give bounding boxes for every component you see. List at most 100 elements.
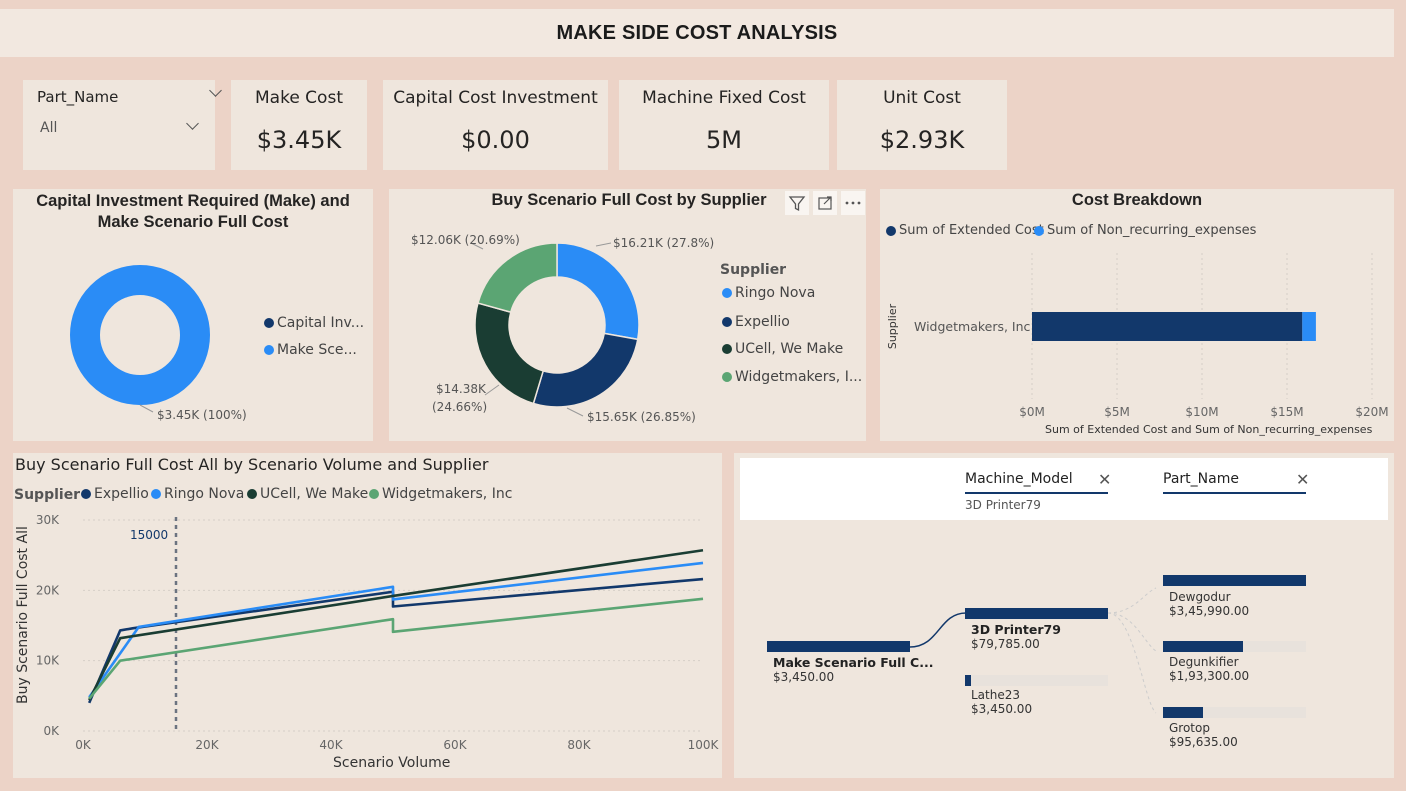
slice-label-ringo: $16.21K (27.8%)	[613, 236, 715, 250]
tree-bar-track[interactable]	[1163, 707, 1306, 718]
legend-label: UCell, We Make	[735, 341, 844, 357]
tree-node-grotop[interactable]: Grotop $95,635.00	[1169, 721, 1238, 749]
tree-bar-fill	[1163, 641, 1244, 652]
slice-label-widget: $12.06K (20.69%)	[411, 233, 520, 247]
tree-bar-track[interactable]	[1163, 575, 1306, 586]
legend-nonrecurring[interactable]: Sum of Non_recurring_expenses	[1034, 223, 1256, 238]
tree-node-3dprinter[interactable]: 3D Printer79 $79,785.00	[971, 622, 1061, 651]
legend-capital-inv[interactable]: Capital Inv...	[264, 315, 364, 331]
tree-root-label: Make Scenario Full C... $3,450.00	[773, 655, 933, 684]
chevron-down-icon[interactable]	[209, 84, 222, 97]
yaxis-tick-label: 20K	[36, 583, 60, 597]
tree-node-value: $3,45,990.00	[1169, 604, 1250, 618]
page-title-bar: MAKE SIDE COST ANALYSIS	[0, 9, 1394, 57]
tree-connector	[909, 612, 967, 648]
legend-label: Sum of Non_recurring_expenses	[1047, 223, 1257, 238]
legend-widgetmakers[interactable]: Widgetmakers, Inc	[369, 486, 512, 502]
slicer-value[interactable]: All	[40, 120, 58, 136]
tree-node-lathe[interactable]: Lathe23 $3,450.00	[971, 688, 1032, 716]
legend-widgetmakers[interactable]: Widgetmakers, I...	[722, 369, 862, 385]
legend-ucell[interactable]: UCell, We Make	[722, 341, 843, 357]
legend-extended-cost[interactable]: Sum of Extended Cost	[886, 223, 1044, 238]
filter-part-name-label[interactable]: Part_Name	[1163, 471, 1239, 487]
yaxis-tick-label: 30K	[36, 513, 60, 527]
xaxis-title: Scenario Volume	[333, 755, 451, 771]
filter-underline	[965, 492, 1108, 494]
make-cost-card: Make Cost $3.45K	[231, 80, 367, 170]
xaxis-tick-label: 60K	[443, 738, 467, 752]
slice-label-ucell-2: (24.66%)	[432, 400, 488, 414]
xaxis-tick-label: $5M	[1104, 405, 1130, 419]
series-line-ucell-we-make[interactable]	[88, 548, 704, 701]
bar-segment[interactable]	[1302, 312, 1316, 341]
decomposition-tree-visual: Machine_Model ✕ 3D Printer79 Part_Name ✕…	[734, 453, 1394, 778]
legend-label: Widgetmakers, I...	[735, 369, 863, 385]
card-label: Make Cost	[255, 88, 343, 108]
filter-icon[interactable]	[785, 191, 809, 215]
dropdown-chevron-icon[interactable]	[186, 117, 199, 130]
yaxis-title: Supplier	[886, 303, 900, 350]
tree-bar-track[interactable]	[965, 608, 1108, 619]
data-label-leader	[484, 384, 500, 396]
more-options-icon[interactable]	[841, 191, 865, 215]
donut-slice-widgetmakers-inc[interactable]	[477, 242, 558, 314]
legend-ringo-nova[interactable]: Ringo Nova	[722, 285, 815, 301]
tree-bar-fill	[965, 675, 971, 686]
line-chart-title: Buy Scenario Full Cost All by Scenario V…	[15, 455, 489, 474]
tree-node-value: $3,450.00	[773, 670, 835, 684]
donut-slice-ringo-nova[interactable]	[556, 242, 640, 341]
tree-node-value: $3,450.00	[971, 702, 1033, 716]
card-value: $2.93K	[879, 126, 965, 154]
card-label: Unit Cost	[883, 88, 961, 108]
donut-slice-make-scenario[interactable]	[70, 265, 210, 405]
unit-cost-card: Unit Cost $2.93K	[837, 80, 1007, 170]
tree-node-degunkifier[interactable]: Degunkifier $1,93,300.00	[1169, 655, 1249, 683]
xaxis-tick-label: 40K	[319, 738, 343, 752]
data-label-leader	[595, 242, 612, 247]
legend-dot	[369, 489, 379, 499]
close-icon[interactable]: ✕	[1098, 470, 1112, 489]
tree-node-name: 3D Printer79	[971, 622, 1061, 637]
bar-segment[interactable]	[1032, 312, 1303, 341]
tree-bar-track[interactable]	[767, 641, 910, 652]
tree-node-value: $95,635.00	[1169, 735, 1238, 749]
legend-dot	[722, 288, 732, 298]
make-donut-visual: Capital Investment Required (Make) and M…	[13, 189, 373, 441]
tree-node-name: Make Scenario Full C...	[773, 655, 934, 670]
legend-dot	[886, 225, 896, 236]
filter-machine-model-label[interactable]: Machine_Model	[965, 471, 1073, 487]
yaxis-tick-label: 10K	[36, 654, 60, 668]
legend-expellio[interactable]: Expellio	[722, 314, 790, 330]
tree-header: Machine_Model ✕ 3D Printer79 Part_Name ✕	[740, 458, 1388, 520]
tree-bar-track[interactable]	[965, 675, 1108, 686]
series-line-expellio[interactable]	[88, 577, 704, 704]
make-donut-title: Capital Investment Required (Make) and M…	[36, 192, 350, 231]
tree-connector	[1107, 587, 1157, 614]
legend-make-scenario[interactable]: Make Sce...	[264, 342, 357, 358]
legend-dot	[264, 345, 274, 355]
xaxis-tick-label: 80K	[567, 738, 591, 752]
tree-node-dewgodur[interactable]: Dewgodur $3,45,990.00	[1169, 590, 1249, 618]
legend-ucell[interactable]: UCell, We Make	[247, 486, 368, 502]
tree-node-name: Lathe23	[971, 688, 1021, 702]
legend-label: UCell, We Make	[260, 486, 369, 502]
legend-label: Sum of Extended Cost	[899, 223, 1044, 238]
tree-connector	[1107, 612, 1157, 652]
data-label-leader	[566, 407, 584, 417]
legend-label: Capital Inv...	[277, 315, 365, 331]
series-line-widgetmakers-inc[interactable]	[88, 597, 704, 700]
tree-bar-fill	[1163, 707, 1204, 718]
part-name-slicer[interactable]: Part_Name All	[23, 80, 222, 170]
series-line-ringo-nova[interactable]	[88, 561, 704, 698]
focus-mode-icon[interactable]	[813, 191, 837, 215]
xaxis-tick-label: $20M	[1355, 405, 1388, 419]
card-label: Machine Fixed Cost	[642, 88, 806, 108]
donut-slice-expellio[interactable]	[532, 332, 639, 408]
make-donut-chart	[70, 265, 210, 413]
legend-ringo-nova[interactable]: Ringo Nova	[151, 486, 244, 502]
legend-title: Supplier	[720, 262, 787, 278]
yaxis-title: Buy Scenario Full Cost All	[15, 526, 31, 704]
legend-expellio[interactable]: Expellio	[81, 486, 149, 502]
close-icon[interactable]: ✕	[1296, 470, 1310, 489]
tree-bar-track[interactable]	[1163, 641, 1306, 652]
